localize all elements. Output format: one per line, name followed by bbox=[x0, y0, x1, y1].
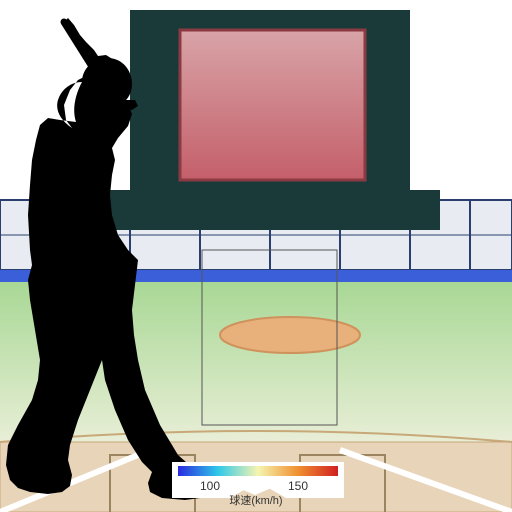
scoreboard-base bbox=[100, 190, 440, 230]
legend-colorbar bbox=[178, 466, 338, 476]
scoreboard-screen bbox=[180, 30, 365, 180]
legend-tick: 150 bbox=[288, 479, 308, 493]
legend-axis-label: 球速(km/h) bbox=[229, 493, 282, 507]
legend-tick: 100 bbox=[200, 479, 220, 493]
pitchers-mound bbox=[220, 317, 360, 353]
pitch-chart: 100 150 球速(km/h) bbox=[0, 0, 512, 512]
